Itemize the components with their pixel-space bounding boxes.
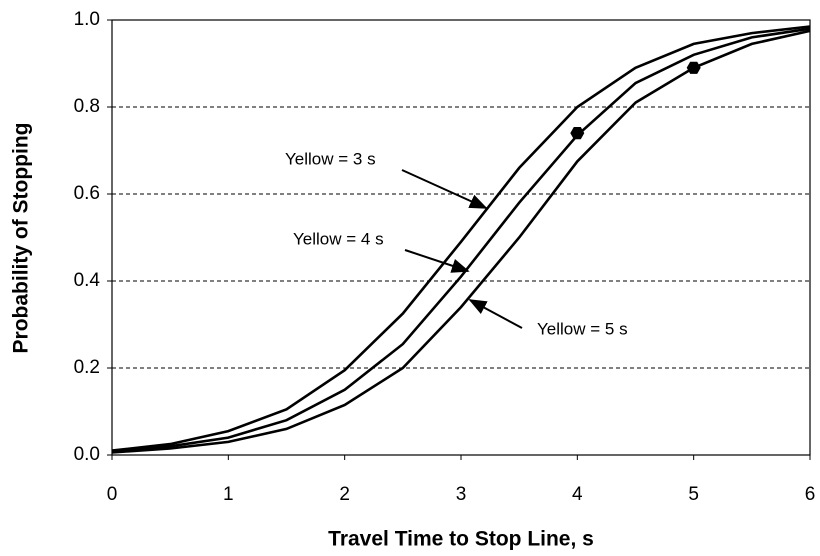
y-tick-label: 0.6 [74,183,100,204]
annotation-arrow [468,299,523,329]
series-line [111,27,811,453]
series-label: Yellow = 4 s [293,229,384,248]
data-point [686,61,701,74]
x-tick-label: 0 [107,484,118,505]
x-tick-label: 1 [223,484,234,505]
y-tick-label: 0.8 [74,96,100,117]
annotation-arrow [401,169,488,209]
data-point [570,127,585,140]
y-tick-label: 0.0 [74,444,100,465]
x-tick-label: 6 [805,484,816,505]
y-tick-label: 1.0 [74,9,100,30]
x-tick-label: 2 [339,484,350,505]
y-tick-label: 0.4 [74,270,101,291]
x-axis-title: Travel Time to Stop Line, s [328,528,594,551]
x-tick-label: 5 [688,484,699,505]
plot-frame [111,19,811,456]
series-line [111,25,811,452]
x-tick-label: 3 [456,484,467,505]
annotation-arrow [404,249,470,273]
y-axis-title: Probability of Stopping [10,123,33,354]
series-label: Yellow = 3 s [285,149,376,168]
x-tick-label: 4 [572,484,583,505]
y-tick-label: 0.2 [74,357,100,378]
series-label: Yellow = 5 s [537,319,628,338]
